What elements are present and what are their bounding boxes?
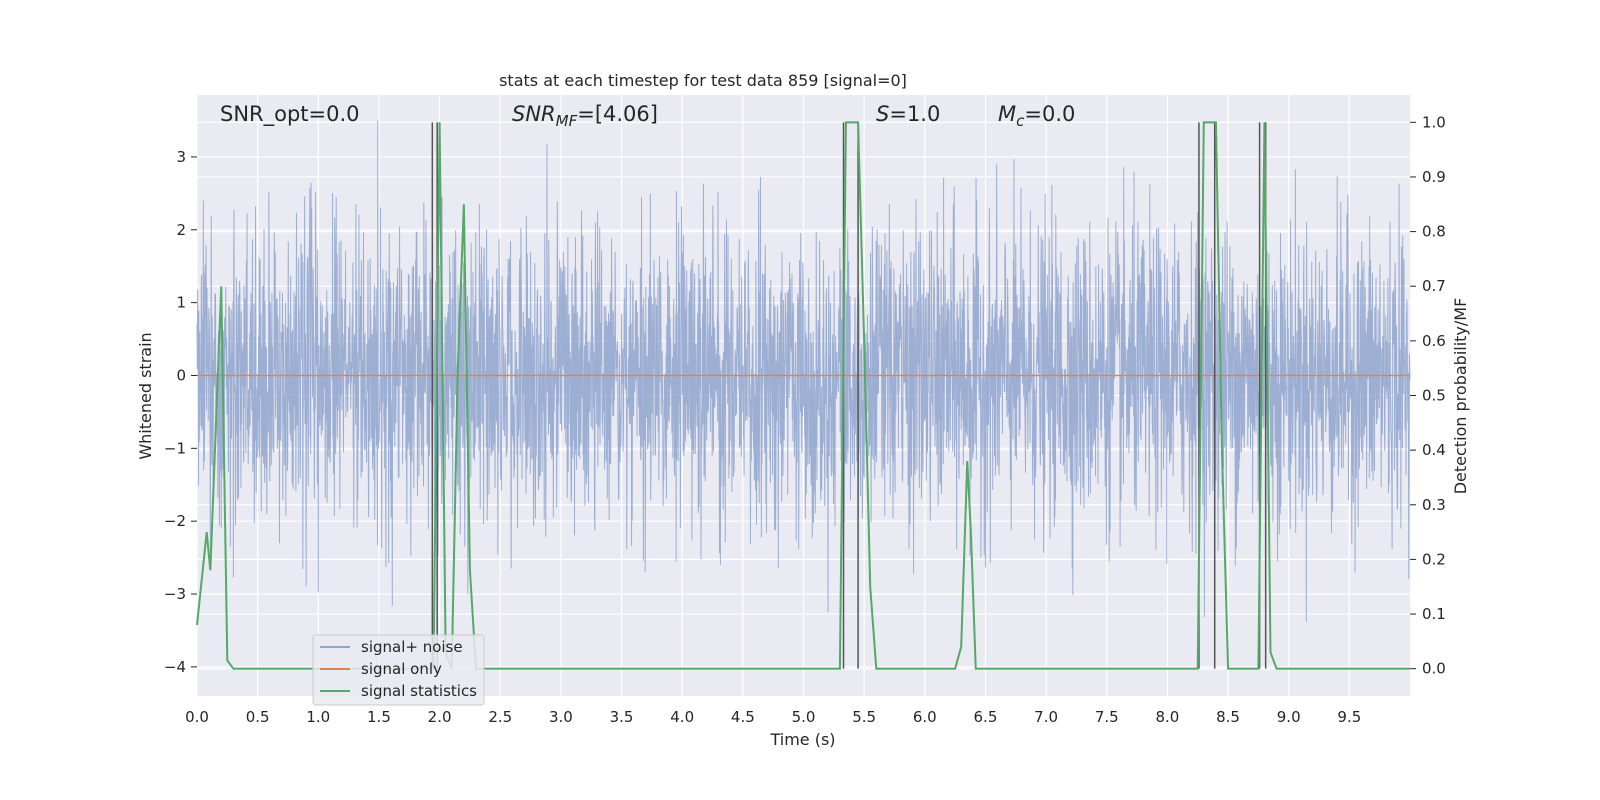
x-tick-label-14: 7.0 bbox=[1034, 708, 1058, 726]
x-tick-label-13: 6.5 bbox=[974, 708, 998, 726]
legend-label-signal-statistics: signal statistics bbox=[361, 682, 477, 700]
x-tick-label-17: 8.5 bbox=[1216, 708, 1240, 726]
x-tick-label-15: 7.5 bbox=[1095, 708, 1119, 726]
annotation-s: S=1.0 bbox=[876, 102, 940, 126]
y2-axis-label: Detection probability/MF bbox=[1451, 298, 1470, 495]
y2-axis-ticks: 1.0 0.9 0.8 0.7 0.6 0.5 0.4 0.3 0.2 0.1 0.0 bbox=[1410, 113, 1446, 678]
annotation-snr-mf: SNRMF=[4.06] bbox=[512, 102, 658, 130]
x-tick-label-4: 2.0 bbox=[428, 708, 452, 726]
y-tick-label-1: 2 bbox=[176, 221, 186, 239]
y-tick-label-5: −2 bbox=[164, 512, 186, 530]
legend-label-signal-noise: signal+ noise bbox=[361, 638, 463, 656]
legend-label-signal-only: signal only bbox=[361, 660, 442, 678]
y2-tick-label-1: 0.9 bbox=[1422, 168, 1446, 186]
y2-tick-label-3: 0.7 bbox=[1422, 277, 1446, 295]
x-tick-label-19: 9.5 bbox=[1337, 708, 1361, 726]
x-tick-label-6: 3.0 bbox=[549, 708, 573, 726]
y2-tick-label-5: 0.5 bbox=[1422, 387, 1446, 405]
signal-noise-line bbox=[196, 120, 1411, 622]
x-tick-label-5: 2.5 bbox=[488, 708, 512, 726]
annotation-mc: Mc=0.0 bbox=[998, 102, 1075, 130]
y2-tick-label-6: 0.4 bbox=[1422, 441, 1446, 459]
y2-tick-label-8: 0.2 bbox=[1422, 550, 1446, 568]
y2-tick-label-4: 0.6 bbox=[1422, 332, 1446, 350]
y-tick-label-3: 0 bbox=[176, 366, 186, 384]
x-tick-label-7: 3.5 bbox=[610, 708, 634, 726]
x-tick-label-11: 5.5 bbox=[852, 708, 876, 726]
annotation-snr-opt: SNR_opt=0.0 bbox=[220, 102, 360, 127]
legend: signal+ noise signal only signal statist… bbox=[312, 634, 485, 706]
y-axis-ticks: 3 2 1 0 −1 −2 −3 −4 bbox=[164, 148, 197, 676]
y2-tick-label-10: 0.0 bbox=[1422, 660, 1446, 678]
x-tick-label-2: 1.0 bbox=[306, 708, 330, 726]
x-axis-ticks: 0.0 0.5 1.0 1.5 2.0 2.5 3.0 3.5 4.0 4.5 5.0 5.5 6.0 6… bbox=[185, 708, 1361, 726]
x-tick-label-0: 0.0 bbox=[185, 708, 209, 726]
chart-title: stats at each timestep for test data 859… bbox=[499, 71, 907, 90]
x-tick-label-3: 1.5 bbox=[367, 708, 391, 726]
y2-tick-label-9: 0.1 bbox=[1422, 605, 1446, 623]
y-tick-label-7: −4 bbox=[164, 658, 186, 676]
x-tick-label-10: 5.0 bbox=[792, 708, 816, 726]
y-axis-label: Whitened strain bbox=[136, 332, 155, 459]
x-tick-label-9: 4.5 bbox=[731, 708, 755, 726]
signal-plus-noise-series bbox=[196, 120, 1411, 622]
y2-tick-label-7: 0.3 bbox=[1422, 496, 1446, 514]
x-tick-label-8: 4.0 bbox=[670, 708, 694, 726]
y-tick-label-2: 1 bbox=[176, 294, 186, 312]
y2-tick-label-2: 0.8 bbox=[1422, 223, 1446, 241]
x-tick-label-16: 8.0 bbox=[1155, 708, 1179, 726]
x-axis-label: Time (s) bbox=[769, 730, 835, 749]
x-tick-label-18: 9.0 bbox=[1277, 708, 1301, 726]
y-tick-label-6: −3 bbox=[164, 585, 186, 603]
x-tick-label-1: 0.5 bbox=[246, 708, 270, 726]
legend-box bbox=[312, 634, 485, 706]
y-tick-label-4: −1 bbox=[164, 439, 186, 457]
y-tick-label-0: 3 bbox=[176, 148, 186, 166]
y2-tick-label-0: 1.0 bbox=[1422, 113, 1446, 131]
x-tick-label-12: 6.0 bbox=[913, 708, 937, 726]
